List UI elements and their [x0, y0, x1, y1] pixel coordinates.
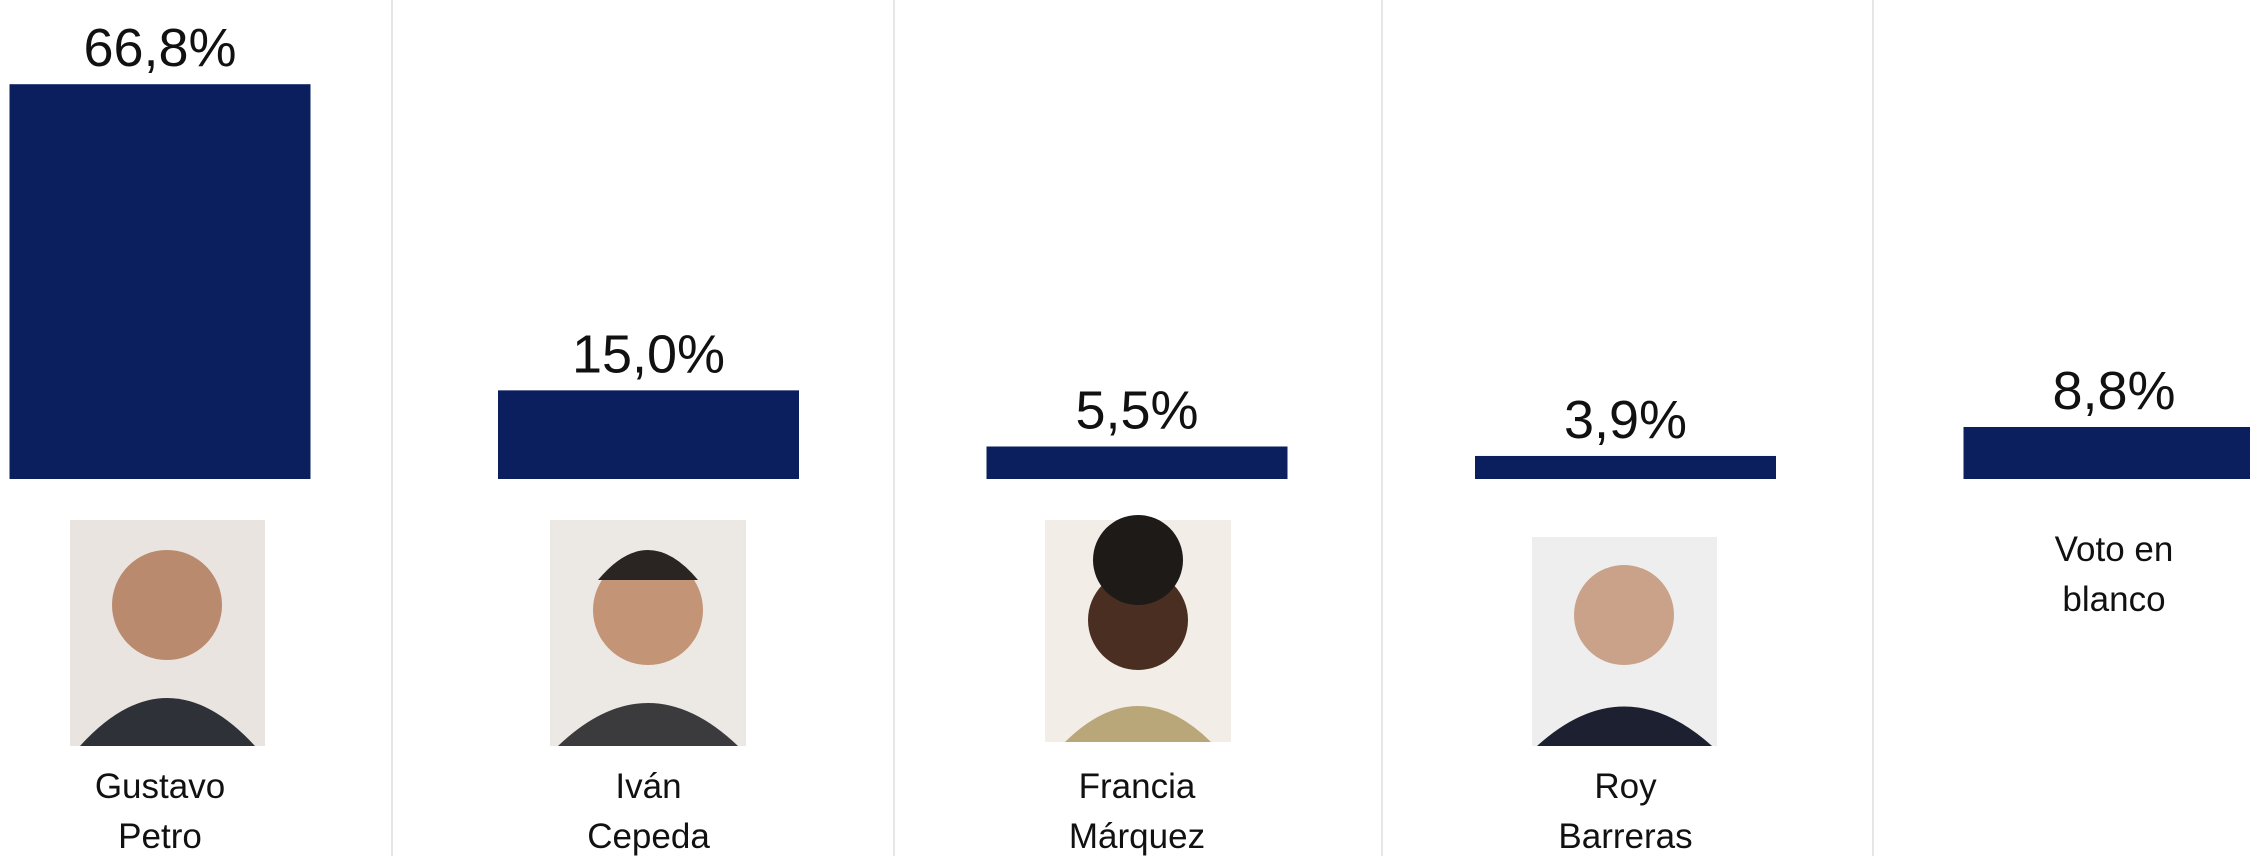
photo	[550, 520, 746, 746]
category-label: Voto en blanco	[2029, 525, 2199, 625]
value-label: 66,8%	[83, 18, 236, 78]
category-label: Francia Márquez	[1052, 762, 1222, 862]
value-label: 8,8%	[2052, 361, 2175, 421]
photo	[70, 520, 265, 746]
bar	[1964, 427, 2250, 479]
bar	[498, 390, 799, 479]
value-label: 5,5%	[1075, 380, 1198, 440]
bar	[10, 84, 311, 479]
category-label: Roy Barreras	[1541, 762, 1711, 862]
bar	[987, 446, 1288, 479]
value-label: 15,0%	[572, 324, 725, 384]
photo	[1045, 515, 1231, 742]
bar	[1475, 456, 1776, 479]
category-label: Iván Cepeda	[564, 762, 734, 862]
photo	[1532, 537, 1717, 746]
category-label: Gustavo Petro	[75, 762, 245, 862]
value-label: 3,9%	[1564, 390, 1687, 450]
